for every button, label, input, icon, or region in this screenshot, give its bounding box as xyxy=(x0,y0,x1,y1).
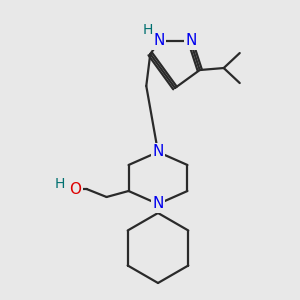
Text: N: N xyxy=(152,196,164,211)
Text: H: H xyxy=(142,23,153,37)
Text: N: N xyxy=(186,34,197,49)
Text: H: H xyxy=(54,177,65,191)
Text: N: N xyxy=(153,34,164,49)
Text: N: N xyxy=(152,145,164,160)
Text: O: O xyxy=(70,182,82,196)
